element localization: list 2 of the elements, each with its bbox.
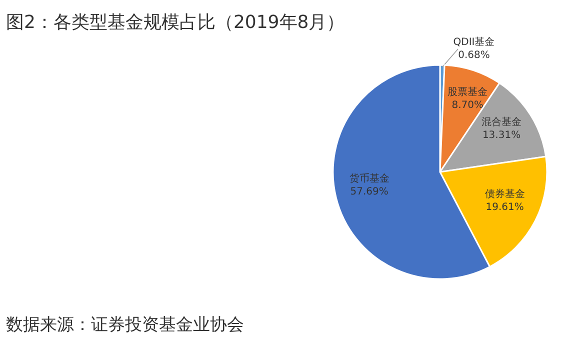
annotation: 数据来源：证券投资基金业协会 [6,315,244,335]
title: 图2：各类型基金规模占比（2019年8月） [6,12,345,33]
